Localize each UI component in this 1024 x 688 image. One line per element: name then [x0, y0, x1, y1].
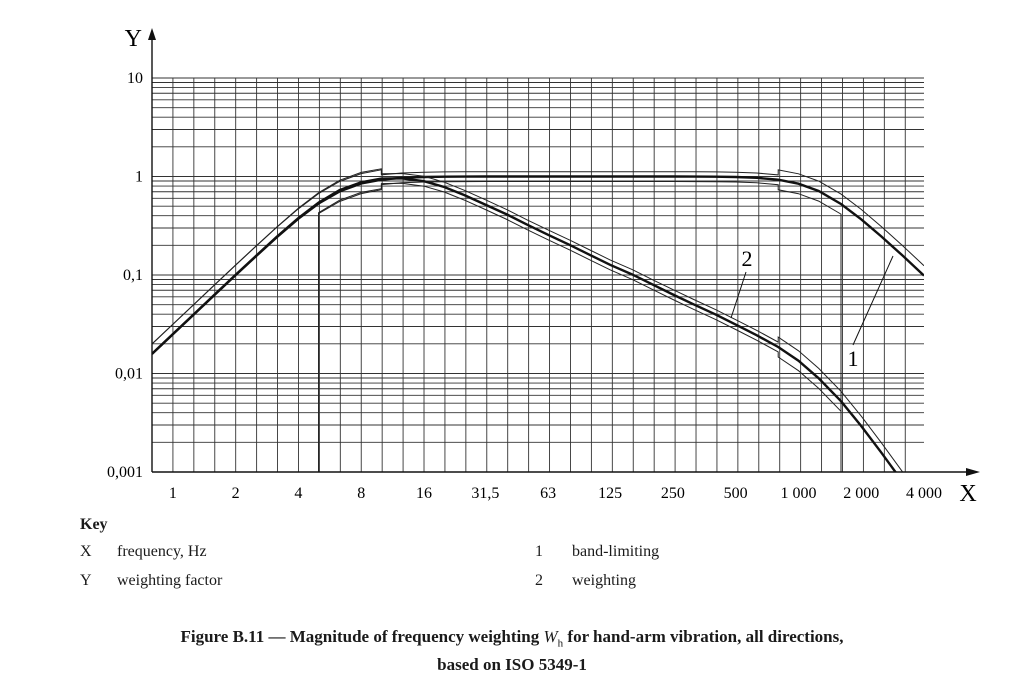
x-tick-label: 1 [169, 485, 177, 502]
key-title: Key [80, 516, 108, 533]
key-symbol-2: 2 [535, 572, 543, 589]
frequency-weighting-chart: YX 1 2 4 8 16 31,5 63 125 250 500 1 000 2 000 4 0001… [107, 26, 980, 507]
key-symbol-1: 1 [535, 543, 543, 560]
x-tick-label: 4 [294, 485, 302, 502]
key-symbol-x: X [80, 543, 92, 560]
y-axis-label: Y [125, 26, 142, 52]
y-tick-label: 0,001 [107, 464, 143, 481]
x-tick-label: 16 [416, 485, 432, 502]
series-2-tolerance-upper [152, 168, 903, 472]
annotation-2-leader [730, 271, 747, 319]
caption-line2: based on ISO 5349-1 [437, 655, 587, 675]
annotations: 12 [730, 246, 894, 371]
key-text-x: frequency, Hz [117, 543, 207, 560]
annotation-1-leader [852, 255, 894, 346]
y-tick-label: 0,01 [115, 366, 143, 383]
key-symbol-y: Y [80, 572, 92, 589]
x-tick-label: 250 [661, 485, 685, 502]
caption-symbol: W [543, 627, 558, 646]
caption-suffix: for hand-arm vibration, all directions, [563, 627, 844, 646]
x-tick-label: 63 [540, 485, 556, 502]
series-1-nominal-line [152, 175, 924, 355]
key-text-2: weighting [572, 572, 636, 589]
y-tick-label: 1 [135, 169, 143, 186]
tick-labels: 1 2 4 8 16 31,5 63 125 250 500 1 000 2 000 4 0001010… [107, 70, 942, 502]
axes: YX [125, 26, 980, 507]
series-1-tolerance-upper [152, 169, 924, 345]
x-tick-label: 4 000 [906, 485, 942, 502]
caption-prefix: Figure B.11 — Magnitude of frequency wei… [180, 627, 544, 646]
x-axis-label: X [959, 481, 976, 507]
x-tick-label: 500 [724, 485, 748, 502]
y-tick-label: 10 [127, 70, 143, 87]
series-2-nominal-line [152, 177, 897, 472]
x-tick-label: 1 000 [780, 485, 816, 502]
grid [151, 77, 924, 473]
y-axis-arrow-icon [148, 28, 156, 40]
key-text-1: band-limiting [572, 543, 660, 560]
x-tick-label: 31,5 [471, 485, 499, 502]
figure-caption: Figure B.11 — Magnitude of frequency wei… [0, 626, 1024, 676]
x-tick-label: 8 [357, 485, 365, 502]
x-tick-label: 125 [598, 485, 622, 502]
x-tick-label: 2 [232, 485, 240, 502]
key-text-y: weighting factor [117, 572, 223, 589]
annotation-1-label: 1 [848, 346, 859, 371]
curves [152, 168, 924, 472]
x-tick-label: 2 000 [843, 485, 879, 502]
series-2-tolerance-lower [318, 182, 842, 472]
x-axis-arrow-icon [966, 468, 980, 476]
annotation-2-label: 2 [742, 246, 753, 271]
y-tick-label: 0,1 [123, 267, 143, 284]
caption-subscript: h [557, 637, 564, 650]
